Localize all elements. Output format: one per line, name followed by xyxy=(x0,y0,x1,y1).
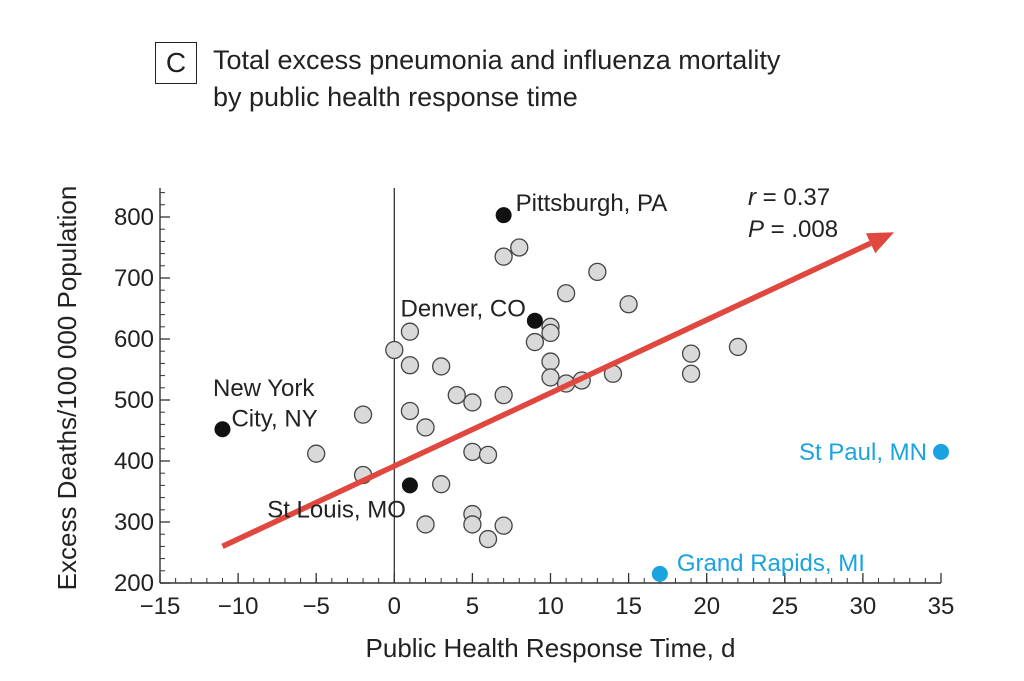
city-point xyxy=(447,385,466,405)
city-point xyxy=(400,356,420,375)
city-point xyxy=(541,368,560,387)
x-tick-label: 0 xyxy=(388,593,401,620)
city-point xyxy=(494,516,513,535)
x-tick-label: 5 xyxy=(466,593,479,620)
trend-arrow xyxy=(221,232,895,549)
city-point xyxy=(619,295,638,314)
label-new-york-line-1: New York xyxy=(213,375,315,402)
highlighted-point-denver xyxy=(526,312,543,329)
city-point xyxy=(463,515,482,534)
city-point xyxy=(307,444,326,463)
city-point xyxy=(400,322,420,341)
data-points xyxy=(214,207,949,582)
chart-title-line-2: by public health response time xyxy=(213,82,578,112)
outlier-point-st-paul xyxy=(933,443,949,460)
city-point xyxy=(416,515,435,534)
city-point xyxy=(432,475,451,494)
stat-r-label: r xyxy=(748,184,757,211)
x-tick-label: 35 xyxy=(928,593,955,620)
city-point xyxy=(478,529,498,549)
y-tick-label: 700 xyxy=(114,265,154,292)
label-new-york-line-2: City, NY xyxy=(231,405,317,432)
panel-letter-box: C xyxy=(155,42,197,84)
y-axis-title: Excess Deaths/100 000 Population xyxy=(52,186,82,591)
y-tick-label: 300 xyxy=(114,509,154,536)
x-tick-label: 30 xyxy=(850,593,877,620)
city-point xyxy=(478,445,498,465)
city-point xyxy=(416,418,435,437)
highlighted-point-new-york xyxy=(214,421,231,438)
x-tick-label: −10 xyxy=(218,593,259,620)
y-tick-label: 200 xyxy=(114,570,154,597)
city-point xyxy=(681,364,701,383)
city-point xyxy=(541,352,560,371)
stat-p-label: P xyxy=(748,216,764,243)
stat-p-value: = .008 xyxy=(764,216,838,243)
x-tick-label: 15 xyxy=(615,593,642,620)
city-point xyxy=(510,238,529,257)
axes: −15 −10 −5 0 5 10 15 20 25 30 35 200 300 400 500 600 700… xyxy=(52,184,954,663)
label-pittsburgh: Pittsburgh, PA xyxy=(516,190,668,217)
stat-r-value: = 0.37 xyxy=(756,184,830,211)
x-axis-title: Public Health Response Time, d xyxy=(366,633,736,663)
city-point xyxy=(463,442,482,462)
city-point xyxy=(728,337,748,357)
y-tick-label: 600 xyxy=(114,326,154,353)
outlier-point-grand-rapids xyxy=(651,565,668,582)
y-tick-label: 400 xyxy=(114,448,154,475)
city-point xyxy=(681,344,701,363)
highlighted-point-st-louis xyxy=(401,477,418,494)
city-point xyxy=(463,393,482,412)
stat-r: r = 0.37 xyxy=(748,184,830,211)
y-tick-label: 500 xyxy=(114,387,154,414)
city-point xyxy=(541,323,560,343)
city-point xyxy=(525,332,545,352)
city-point xyxy=(353,405,373,424)
x-tick-label: 25 xyxy=(771,593,798,620)
x-tick-label: −5 xyxy=(303,593,330,620)
city-point xyxy=(400,401,420,421)
label-st-paul: St Paul, MN xyxy=(799,439,927,466)
trend-arrowhead xyxy=(865,232,895,254)
city-point xyxy=(494,385,513,405)
city-point xyxy=(556,284,576,303)
city-point xyxy=(494,247,513,266)
city-point xyxy=(588,262,607,282)
highlighted-point-pittsburgh xyxy=(495,207,512,224)
y-tick-label: 800 xyxy=(114,204,154,231)
x-tick-label: −15 xyxy=(140,593,181,620)
point-labels: Pittsburgh, PA Denver, CO New York City, NY… xyxy=(213,190,927,577)
city-point xyxy=(385,340,404,360)
trend-line xyxy=(221,240,872,549)
label-grand-rapids: Grand Rapids, MI xyxy=(677,550,865,577)
x-tick-label: 20 xyxy=(693,593,720,620)
chart-title-line-1: Total excess pneumonia and influenza mor… xyxy=(213,45,781,75)
city-point xyxy=(432,357,451,376)
label-denver: Denver, CO xyxy=(400,296,525,323)
stat-p: P = .008 xyxy=(748,216,838,243)
label-st-louis: St Louis, MO xyxy=(267,496,406,523)
x-tick-label: 10 xyxy=(537,593,564,620)
